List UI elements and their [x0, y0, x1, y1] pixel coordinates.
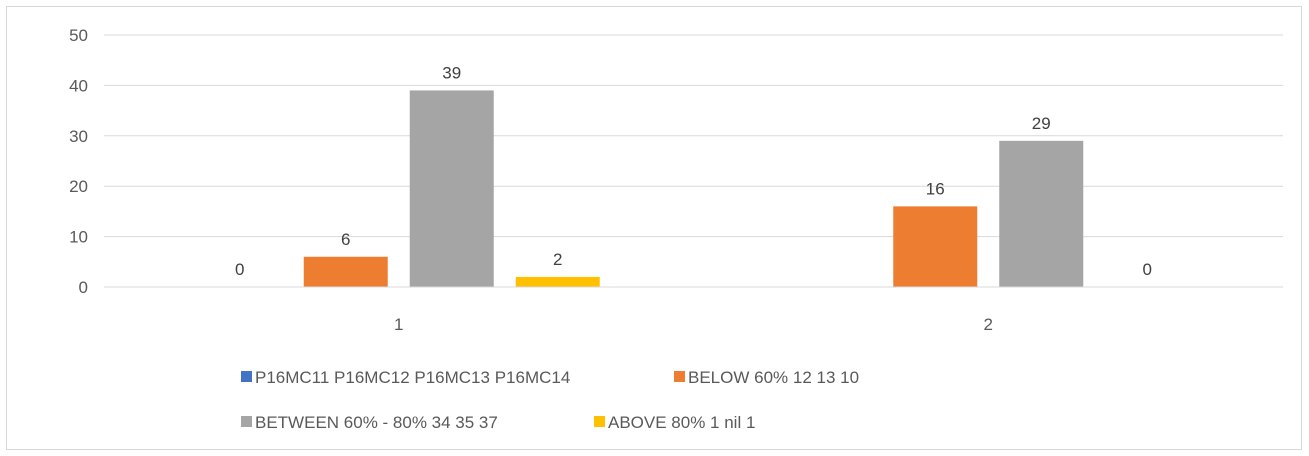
legend-label-series3: BETWEEN 60% - 80% 34 35 37	[255, 413, 498, 432]
bar-series2-cat1	[303, 256, 388, 287]
bar-series2-cat2	[893, 206, 978, 287]
data-label-series3-cat2: 29	[1032, 114, 1051, 133]
bar-series3-cat1	[409, 90, 494, 287]
legend-label-series1: P16MC11 P16MC12 P16MC13 P16MC14	[255, 368, 570, 387]
gridlines	[104, 34, 1283, 288]
data-label-series4-cat2: 0	[1143, 260, 1152, 279]
legend: P16MC11 P16MC12 P16MC13 P16MC14 BELOW 60%…	[241, 368, 859, 432]
data-label-series3-cat1: 39	[442, 63, 461, 82]
legend-swatch-series1	[241, 371, 252, 382]
data-label-series2-cat1: 6	[341, 230, 350, 249]
y-tick-label-30: 30	[69, 127, 88, 146]
legend-swatch-series4	[594, 416, 605, 427]
y-tick-label-50: 50	[69, 26, 88, 45]
bar-series3-cat2	[999, 140, 1084, 287]
y-axis: 0 10 20 30 40 50	[69, 26, 88, 297]
data-label-series1-cat1: 0	[235, 260, 244, 279]
y-tick-label-10: 10	[69, 228, 88, 247]
chart-frame	[6, 6, 1302, 450]
data-labels: 0 6 39 2 16 29 0	[235, 63, 1152, 279]
data-label-series2-cat2: 16	[926, 179, 945, 198]
x-tick-label-2: 2	[984, 315, 993, 334]
legend-swatch-series3	[241, 416, 252, 427]
bar-series4-cat1	[515, 276, 600, 287]
legend-swatch-series2	[674, 371, 685, 382]
data-label-series4-cat1: 2	[553, 250, 562, 269]
legend-label-series4: ABOVE 80% 1 nil 1	[608, 413, 755, 432]
x-tick-label-1: 1	[394, 315, 403, 334]
y-tick-label-0: 0	[79, 278, 88, 297]
y-tick-label-20: 20	[69, 177, 88, 196]
y-tick-label-40: 40	[69, 76, 88, 95]
legend-label-series2: BELOW 60% 12 13 10	[688, 368, 859, 387]
bars	[303, 90, 1084, 287]
